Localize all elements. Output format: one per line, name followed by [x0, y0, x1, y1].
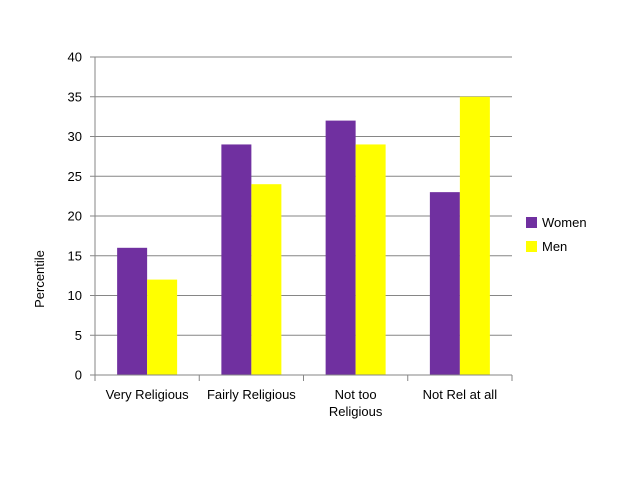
- bar-men: [147, 279, 178, 375]
- bar-women: [117, 247, 148, 375]
- y-tick-label: 15: [68, 248, 82, 263]
- legend-swatch-men: [526, 241, 537, 252]
- y-tick-label: 40: [68, 50, 82, 65]
- bar-men: [355, 144, 386, 375]
- y-axis-label: Percentile: [32, 250, 47, 308]
- x-tick-labels: Very Religious Fairly Religious Not too Rel…: [106, 387, 498, 419]
- x-tick-label: Not Rel at all: [423, 387, 498, 402]
- axes: [90, 56, 513, 381]
- legend: Women Men: [526, 215, 587, 254]
- bar-men: [251, 184, 282, 375]
- x-tick-label: Fairly Religious: [207, 387, 296, 402]
- bar-women: [325, 120, 356, 375]
- x-tick-label: Not too: [335, 387, 377, 402]
- x-tick-label: Very Religious: [106, 387, 190, 402]
- y-tick-label: 25: [68, 169, 82, 184]
- y-tick-label: 5: [75, 328, 82, 343]
- bar-men: [459, 96, 490, 375]
- legend-label-women: Women: [542, 215, 587, 230]
- legend-label-men: Men: [542, 239, 567, 254]
- x-tick-label: Religious: [329, 404, 383, 419]
- y-tick-label: 10: [68, 288, 82, 303]
- y-tick-label: 0: [75, 368, 82, 383]
- y-tick-label: 30: [68, 129, 82, 144]
- bar-women: [221, 144, 252, 375]
- bar-women: [429, 192, 460, 375]
- legend-swatch-women: [526, 217, 537, 228]
- bars: [117, 96, 490, 375]
- y-tick-label: 35: [68, 89, 82, 104]
- y-tick-labels: 0 5 10 15 20 25 30 35 40: [68, 50, 82, 383]
- y-tick-label: 20: [68, 209, 82, 224]
